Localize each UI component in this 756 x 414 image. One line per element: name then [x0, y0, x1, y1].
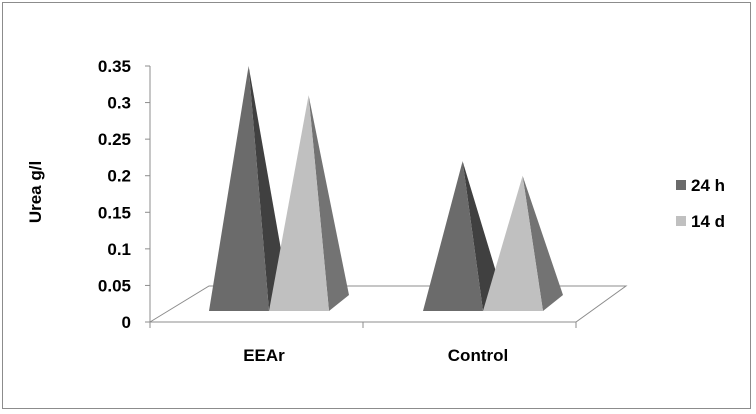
y-tick-label: 0.05 [98, 276, 131, 295]
legend-swatch [676, 216, 686, 226]
y-tick-label: 0 [122, 313, 131, 332]
legend-label: 24 h [691, 176, 725, 195]
pyramid-14d-eear [269, 95, 349, 311]
y-tick-label: 0.15 [98, 203, 131, 222]
chart-frame [2, 2, 751, 409]
pyramid-14d-control [483, 175, 563, 311]
pyramid-front-face [483, 175, 543, 311]
pyramid-side-face [248, 66, 289, 311]
y-tick-label: 0.35 [98, 57, 131, 76]
pyramid-side-face [462, 161, 503, 311]
y-tick-label: 0.25 [98, 130, 131, 149]
y-tick-label: 0.1 [107, 240, 131, 259]
pyramid-side-face [522, 175, 563, 311]
legend-swatch [676, 180, 686, 190]
y-tick-label: 0.3 [107, 94, 131, 113]
x-category-label: Control [448, 346, 508, 365]
pyramid-front-face [269, 95, 329, 311]
y-tick-label: 0.2 [107, 167, 131, 186]
legend-label: 14 d [691, 212, 725, 231]
pyramid-front-face [209, 66, 269, 311]
pyramid-side-face [308, 95, 349, 311]
y-axis-label: Urea g/l [26, 161, 45, 223]
pyramid-24h-eear [209, 66, 289, 311]
pyramid-24h-control [423, 161, 503, 311]
x-category-label: EEAr [243, 346, 285, 365]
pyramid-front-face [423, 161, 483, 311]
